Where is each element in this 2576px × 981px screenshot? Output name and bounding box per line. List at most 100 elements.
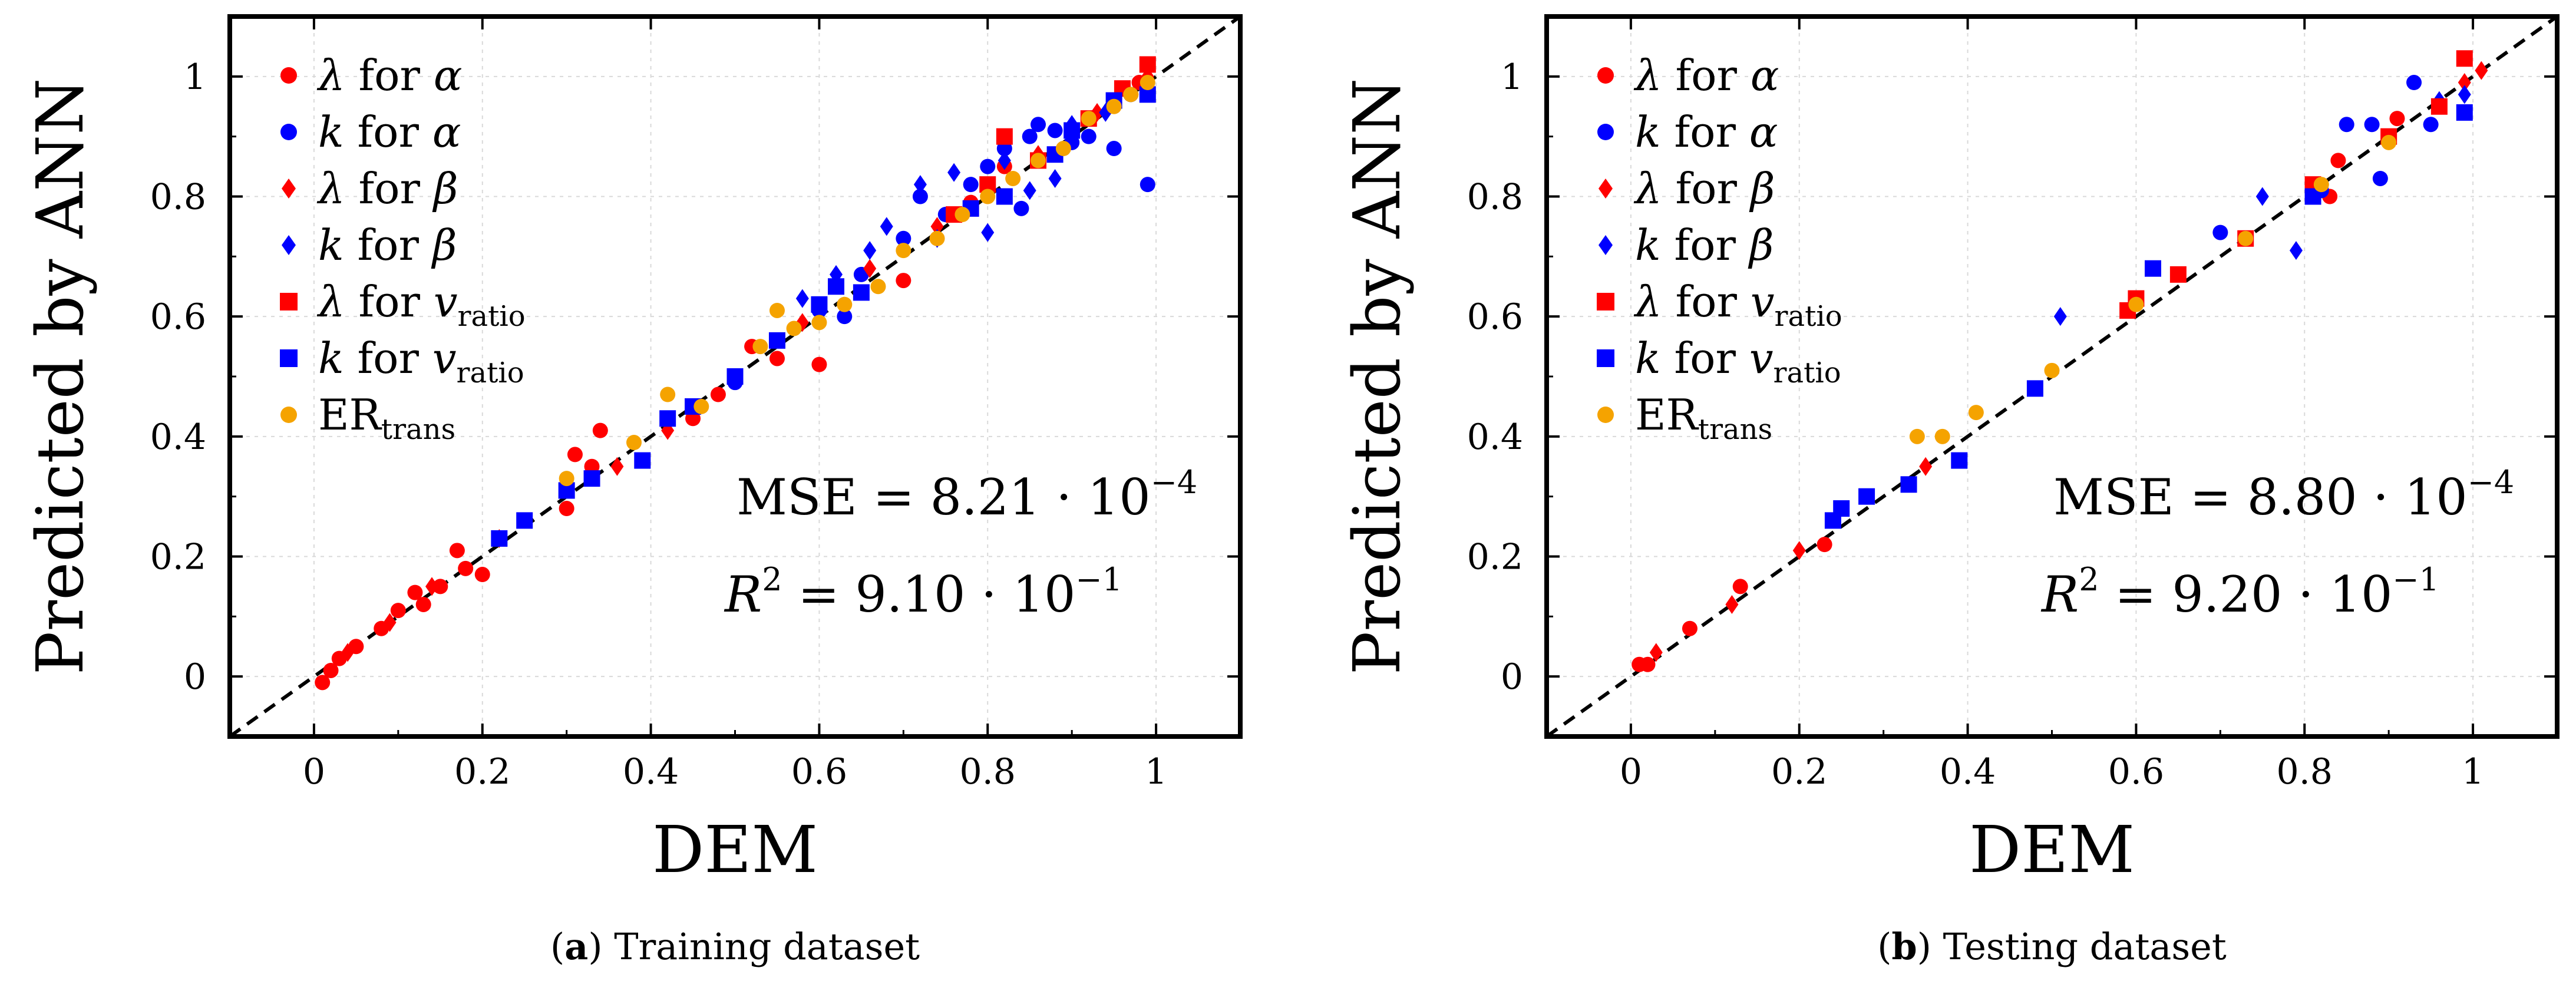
data-point	[1106, 98, 1122, 114]
data-point	[912, 189, 928, 204]
data-point	[1682, 620, 1697, 636]
data-point	[2330, 153, 2346, 169]
data-point	[1792, 541, 1806, 560]
data-point	[863, 241, 877, 260]
legend-entry: k for β	[318, 220, 457, 270]
data-point	[980, 158, 996, 174]
series-1	[727, 87, 1155, 391]
data-point	[2238, 230, 2254, 246]
data-point	[323, 662, 339, 678]
legend-entry: k for β	[1635, 220, 1774, 270]
data-point	[837, 296, 853, 312]
legend: λ for α k for α λ for β k for β λ for vratio…	[1597, 51, 1842, 446]
data-point	[491, 530, 508, 547]
data-point	[769, 302, 785, 318]
data-point	[2044, 362, 2060, 378]
legend-marker	[1597, 67, 1614, 84]
data-markers	[315, 56, 1156, 691]
data-point	[726, 368, 744, 385]
data-point	[2169, 266, 2187, 283]
data-point	[2313, 177, 2329, 193]
data-point	[896, 243, 911, 259]
series-3	[795, 103, 1112, 308]
chart-panel-b: 0 0.2 0.4 0.6 0.8 1 0 0.2 0.4 0.6 0.8 1 λ for α k for…	[1339, 14, 2560, 968]
data-point	[811, 356, 827, 372]
legend-entry: λ for α	[1633, 51, 1779, 100]
data-point	[390, 603, 406, 619]
data-point	[592, 422, 608, 438]
data-point	[516, 512, 533, 529]
data-point	[1023, 181, 1036, 200]
data-point	[1909, 428, 1925, 444]
data-point	[1140, 75, 1155, 91]
plot-frame	[1544, 14, 2560, 739]
legend-marker	[280, 349, 298, 367]
data-point	[980, 189, 996, 204]
data-point	[998, 151, 1011, 170]
data-markers	[1632, 50, 2488, 672]
data-point	[811, 315, 827, 331]
data-point	[693, 398, 709, 414]
data-point	[1064, 122, 1081, 139]
y-tick-label: 0.2	[150, 537, 206, 578]
data-point	[425, 577, 438, 596]
data-point	[880, 217, 893, 236]
data-point	[1048, 169, 1062, 188]
legend-entry: ERtrans	[318, 390, 455, 446]
series-4	[2119, 50, 2473, 319]
data-point	[2456, 104, 2473, 121]
data-point	[837, 309, 853, 325]
data-point	[795, 289, 809, 308]
x-tick-label: 0.6	[2108, 751, 2164, 792]
x-tick-label: 1	[1145, 751, 1167, 792]
data-point	[2381, 134, 2397, 150]
panel-caption: (b) Testing dataset	[1877, 925, 2227, 968]
data-point	[567, 447, 583, 463]
legend-entry: k for vratio	[318, 333, 524, 389]
data-point	[853, 284, 870, 301]
data-point	[996, 188, 1013, 205]
data-point	[1934, 428, 1950, 444]
data-point	[2475, 61, 2488, 80]
x-tick-label: 1	[2462, 751, 2484, 792]
data-point	[2423, 117, 2439, 133]
y-axis-label: Predicted by ANN	[1339, 78, 1415, 675]
data-point	[474, 567, 490, 583]
x-tick-label: 0.2	[1771, 751, 1827, 792]
legend-marker	[282, 235, 296, 255]
data-point	[449, 543, 465, 559]
data-point	[383, 613, 397, 632]
data-point	[828, 278, 844, 295]
data-point	[2339, 117, 2354, 133]
x-tick-label: 0.6	[791, 751, 847, 792]
data-point	[1817, 537, 1832, 553]
legend-entry: k for vratio	[1635, 333, 1841, 389]
data-point	[2364, 117, 2380, 133]
legend-entry: λ for β	[1633, 164, 1775, 213]
series-6	[559, 75, 1155, 487]
mse-text: MSE = 8.21 · 10−4	[737, 464, 1197, 526]
data-point	[996, 128, 1013, 145]
data-point	[929, 230, 945, 246]
y-tick-label: 0.6	[1467, 296, 1523, 338]
y-axis-label: Predicted by ANN	[22, 78, 98, 675]
series-0	[1632, 111, 2405, 672]
legend-marker	[1599, 179, 1613, 199]
data-point	[955, 207, 970, 223]
data-point	[1640, 656, 1656, 672]
legend-marker	[1597, 349, 1614, 367]
data-point	[811, 296, 828, 313]
legend-marker	[282, 179, 296, 199]
y-tick-label: 0.4	[150, 417, 206, 458]
chart-panel-a: 0 0.2 0.4 0.6 0.8 1 0 0.2 0.4 0.6 0.8 1 λ for α k for…	[22, 14, 1243, 968]
data-point	[1968, 405, 1984, 421]
data-point	[559, 501, 574, 517]
data-point	[1732, 579, 1748, 594]
data-point	[1919, 457, 1933, 476]
data-point	[1022, 128, 1038, 144]
data-point	[896, 230, 911, 246]
x-tick-label: 0.4	[1940, 751, 1996, 792]
series-4	[946, 56, 1156, 223]
data-point	[963, 177, 979, 193]
data-point	[870, 279, 886, 295]
